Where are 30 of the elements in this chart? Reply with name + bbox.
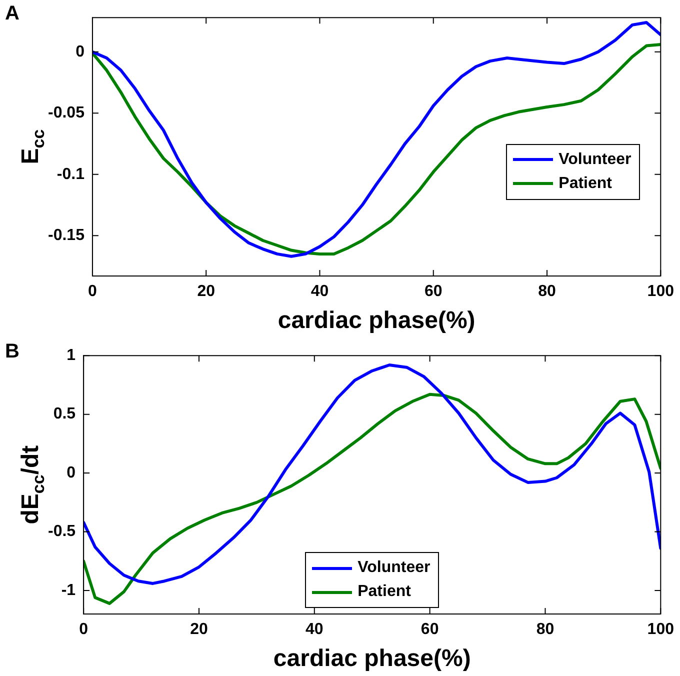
legend-label: Volunteer [358,558,430,578]
y-tick-label: 0 [76,43,85,60]
y-tick-label: 0 [66,464,76,482]
x-tick-label: 80 [536,621,554,638]
x-tick-label: 0 [88,283,98,300]
y-tick-label: -0.15 [48,226,85,244]
x-tick-label: 40 [306,621,324,638]
x-axis-title: cardiac phase(%) [273,645,471,672]
x-tick-label: 60 [424,283,442,300]
x-tick-label: 40 [310,283,329,300]
y-axis-title: Ecc [17,129,48,164]
y-tick-label: -0.1 [56,166,85,183]
legend-label: Patient [358,582,411,602]
legend-label: Volunteer [558,150,632,170]
y-axis-title: dEcc/dt [17,445,48,524]
x-tick-label: 80 [538,283,556,300]
x-tick-label: 100 [647,283,674,300]
x-tick-label: 100 [647,621,674,638]
text: B [5,340,20,363]
y-tick-label: -0.05 [48,104,85,122]
y-tick-label: 0.5 [53,406,76,423]
x-tick-label: 60 [420,621,439,638]
y-tick-label: 1 [66,347,76,364]
x-tick-label: 20 [190,621,208,638]
x-axis-title: cardiac phase(%) [278,307,476,334]
legend-label: Patient [558,174,612,194]
x-tick-label: 20 [197,283,216,300]
y-tick-label: -0.5 [48,523,76,540]
y-tick-label: -1 [61,582,76,599]
text: A [5,2,20,25]
